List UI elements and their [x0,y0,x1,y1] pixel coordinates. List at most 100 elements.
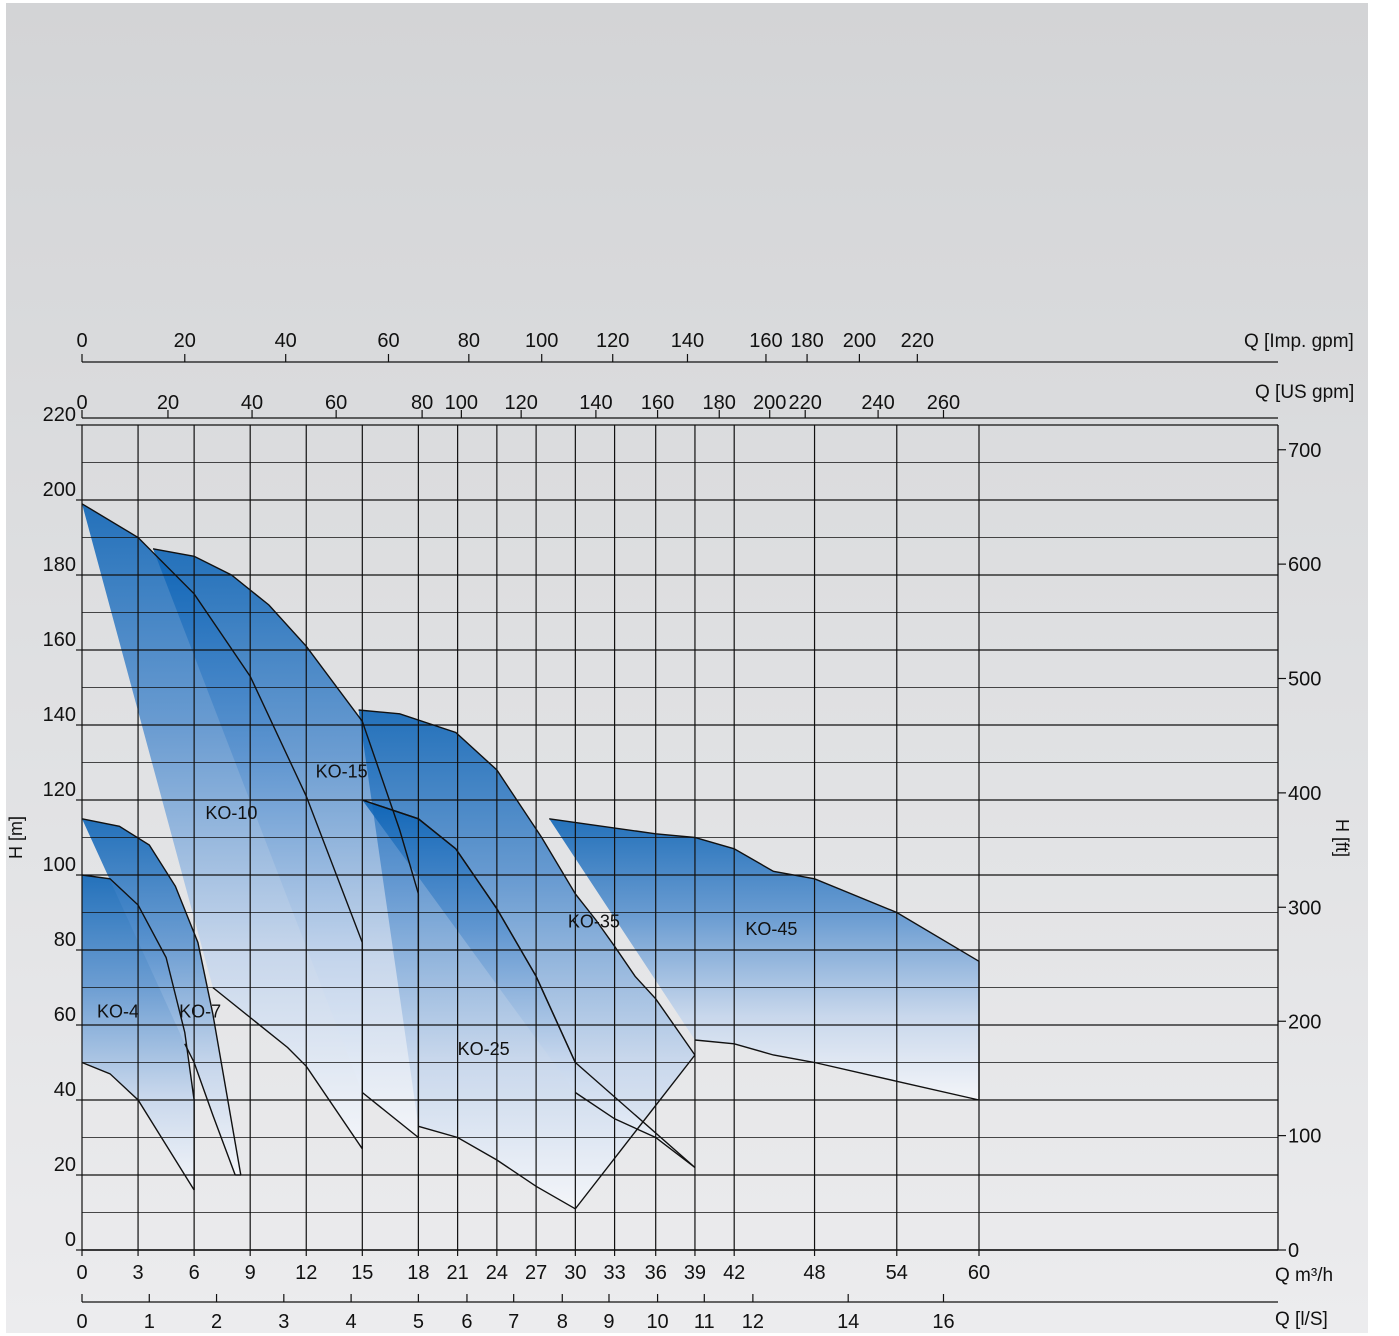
x-tick-label-36: 36 [645,1262,667,1284]
us-tick-label-160: 160 [641,392,674,414]
area-ko-35 [362,800,695,1168]
x-tick-label-6: 6 [189,1262,200,1284]
curve-ko-25-base [418,1125,576,1210]
curve-ko-15-max [152,548,420,894]
us-tick-label-20: 20 [157,392,179,414]
y-tick-label-100: 100 [43,854,76,876]
curve-ko-10-max [81,503,363,943]
label-ko-15: KO-15 [316,762,368,782]
ls-tick-label-8: 8 [557,1311,568,1333]
curve-ko-15-min [361,1091,419,1139]
ls-tick-label-7: 7 [508,1311,519,1333]
imp-tick-label-160: 160 [749,330,782,352]
ft-tick-label-400: 400 [1288,783,1321,805]
ls-axis-title: Q [l/S] [1275,1309,1328,1330]
ft-tick-label-0: 0 [1288,1240,1299,1262]
us-tick-label-180: 180 [703,392,736,414]
x-tick-label-9: 9 [245,1262,256,1284]
ls-tick-label-14: 14 [837,1311,859,1333]
curve-ko-7-max [81,818,242,1176]
y-tick-label-140: 140 [43,704,76,726]
imp-tick-label-100: 100 [525,330,558,352]
curve-ko-35-min [574,1091,696,1169]
x-tick-label-3: 3 [133,1262,144,1284]
x-tick-label-30: 30 [564,1262,586,1284]
y-tick-label-200: 200 [43,479,76,501]
ls-tick-label-12: 12 [742,1311,764,1333]
area-ko-45 [549,818,979,1100]
label-ko-4: KO-4 [97,1002,139,1022]
x-tick-label-39: 39 [684,1262,706,1284]
grid-lines [81,424,1279,1251]
us-tick-label-80: 80 [411,392,433,414]
y-tick-label-120: 120 [43,779,76,801]
x-tick-label-42: 42 [723,1262,745,1284]
curve-ko-7-min [184,1043,236,1176]
y-axis-title: H [m] [6,816,26,859]
imp-tick-label-60: 60 [377,330,399,352]
ls-tick-label-0: 0 [76,1311,87,1333]
x-tick-label-15: 15 [351,1262,373,1284]
us-tick-label-220: 220 [789,392,822,414]
us-tick-label-60: 60 [325,392,347,414]
ft-tick-label-500: 500 [1288,669,1321,691]
imp-tick-label-0: 0 [76,330,87,352]
label-ko-45: KO-45 [745,919,797,939]
x-tick-label-33: 33 [603,1262,625,1284]
x-tick-label-18: 18 [407,1262,429,1284]
ls-tick-label-16: 16 [932,1311,954,1333]
us-tick-label-140: 140 [579,392,612,414]
ls-tick-label-10: 10 [646,1311,668,1333]
x-tick-label-48: 48 [803,1262,825,1284]
x-tick-label-21: 21 [446,1262,468,1284]
y-tick-label-160: 160 [43,629,76,651]
us-tick-label-100: 100 [445,392,478,414]
curve-ko-25-end [574,1054,696,1210]
x-tick-label-54: 54 [886,1262,908,1284]
imp-tick-label-80: 80 [458,330,480,352]
label-ko-10: KO-10 [205,803,257,823]
y-tick-label-80: 80 [54,929,76,951]
ls-tick-label-11: 11 [694,1311,715,1333]
imp-tick-label-40: 40 [275,330,297,352]
imp-tick-label-20: 20 [174,330,196,352]
us-tick-label-260: 260 [927,392,960,414]
curve-ko-45-min [694,1039,980,1101]
ls-tick-label-2: 2 [211,1311,222,1333]
x-tick-label-12: 12 [295,1262,317,1284]
x-tick-label-60: 60 [968,1262,990,1284]
ft-tick-label-200: 200 [1288,1011,1321,1033]
ls-tick-label-9: 9 [603,1311,614,1333]
y-right-axis-title: H [ft] [1332,819,1352,857]
area-ko-15 [153,548,419,1138]
y-tick-label-220: 220 [43,404,76,426]
y-tick-label-20: 20 [54,1154,76,1176]
us-tick-label-200: 200 [753,392,786,414]
curve-lines [81,503,980,1210]
us-tick-label-0: 0 [76,392,87,414]
x-tick-label-27: 27 [525,1262,547,1284]
curve-ko-35-max [362,799,576,1063]
ft-tick-label-700: 700 [1288,440,1321,462]
ls-tick-label-6: 6 [461,1311,472,1333]
y-tick-label-40: 40 [54,1079,76,1101]
label-ko-25: KO-25 [458,1039,510,1059]
series-labels: KO-4 KO-7 KO-10 KO-15 KO-25 KO-35 KO-45 [97,762,797,1060]
ls-tick-label-1: 1 [144,1311,155,1333]
curve-ko-45-max [549,818,980,962]
ls-tick-label-5: 5 [413,1311,424,1333]
ft-tick-label-600: 600 [1288,554,1321,576]
imp-tick-label-200: 200 [843,330,876,352]
x-axis-title: Q m³/h [1275,1265,1333,1286]
ft-tick-label-300: 300 [1288,897,1321,919]
curve-ko-10-min [212,986,363,1150]
y-tick-label-60: 60 [54,1004,76,1026]
x-tick-label-24: 24 [486,1262,508,1284]
label-ko-35: KO-35 [568,912,620,932]
imp-tick-label-140: 140 [671,330,704,352]
imp-tick-label-180: 180 [790,330,823,352]
imp-axis-title: Q [Imp. gpm] [1244,331,1354,352]
curve-ko-4-max [81,874,195,1101]
